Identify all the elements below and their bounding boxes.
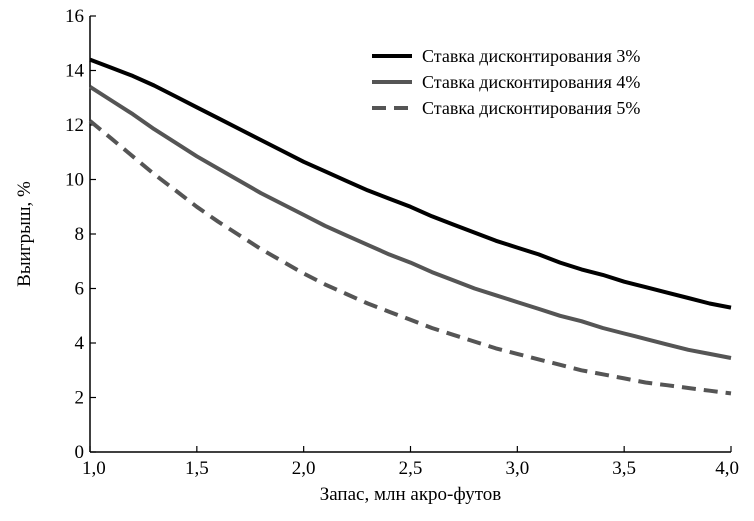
x-tick-label: 3,5 — [612, 458, 636, 479]
y-tick-label: 2 — [75, 388, 85, 409]
x-axis-title: Запас, млн акро-футов — [320, 484, 502, 505]
y-tick-label: 0 — [75, 442, 85, 463]
y-tick-label: 4 — [75, 333, 85, 354]
y-tick-label: 14 — [65, 61, 85, 82]
legend: Ставка дисконтирования 3% Ставка дисконти… — [372, 46, 640, 118]
x-tick-label: 4,0 — [715, 458, 739, 479]
series-line-3 — [88, 119, 732, 396]
x-tick-label: 2,5 — [399, 458, 423, 479]
legend-label-2: Ставка дисконтирования 4% — [422, 72, 640, 92]
x-axis-ticks: 1,0 1,5 2,0 2,5 3,0 3,5 4,0 — [82, 446, 739, 479]
legend-label-1: Ставка дисконтирования 3% — [422, 46, 640, 66]
x-tick-label: 3,0 — [505, 458, 529, 479]
y-tick-label: 16 — [65, 6, 84, 27]
series-lines — [88, 57, 732, 396]
legend-label-3: Ставка дисконтирования 5% — [422, 98, 640, 118]
x-tick-label: 1,5 — [185, 458, 209, 479]
x-tick-label: 2,0 — [292, 458, 316, 479]
y-tick-label: 10 — [65, 170, 84, 191]
y-axis-ticks: 0 2 4 6 8 10 12 14 16 — [65, 6, 96, 463]
series-line-2 — [88, 85, 732, 360]
x-tick-label: 1,0 — [82, 458, 106, 479]
y-tick-label: 8 — [75, 224, 85, 245]
series-line-1 — [89, 57, 732, 310]
y-axis-title: Выигрыш, % — [14, 181, 35, 287]
y-tick-label: 12 — [65, 115, 84, 136]
y-tick-label: 6 — [75, 279, 85, 300]
